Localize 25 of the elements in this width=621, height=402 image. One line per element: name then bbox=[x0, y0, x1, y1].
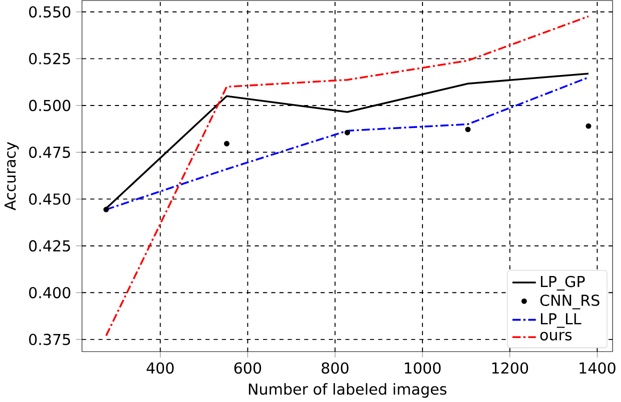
y-axis-title: Accuracy bbox=[4, 142, 19, 210]
y-tick-label: 0.375 bbox=[29, 334, 70, 346]
y-tick-label: 0.500 bbox=[29, 100, 70, 112]
y-tick-label: 0.425 bbox=[29, 240, 70, 252]
legend-label: CNN_RS bbox=[540, 294, 600, 310]
legend-label: LP_LL bbox=[540, 313, 582, 328]
point bbox=[586, 123, 592, 129]
legend-label: LP_GP bbox=[540, 276, 585, 290]
point bbox=[465, 126, 471, 132]
x-tick-label: 1400 bbox=[580, 362, 616, 374]
x-tick-label: 600 bbox=[234, 362, 262, 374]
y-tick-label: 0.400 bbox=[29, 286, 70, 298]
x-tick-label: 1000 bbox=[404, 362, 441, 374]
x-axis-title: Number of labeled images bbox=[248, 382, 446, 398]
point bbox=[224, 140, 230, 146]
y-tick-label: 0.450 bbox=[29, 193, 70, 205]
point bbox=[103, 206, 109, 212]
x-tick-label: 1200 bbox=[492, 362, 528, 374]
x-tick-label: 800 bbox=[322, 362, 348, 374]
point bbox=[344, 130, 350, 136]
y-tick-label: 0.475 bbox=[29, 146, 70, 158]
y-tick-label: 0.525 bbox=[29, 52, 70, 64]
legend-label: ours bbox=[540, 332, 572, 340]
x-tick-label: 400 bbox=[146, 362, 174, 374]
y-tick-label: 0.550 bbox=[29, 6, 70, 18]
